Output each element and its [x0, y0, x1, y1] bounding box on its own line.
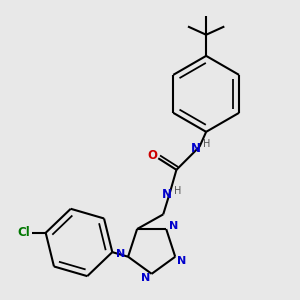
Text: O: O: [147, 149, 157, 162]
Text: Cl: Cl: [17, 226, 30, 239]
Text: N: N: [169, 221, 178, 231]
Text: N: N: [161, 188, 172, 201]
Text: N: N: [176, 256, 186, 266]
Text: N: N: [190, 142, 201, 155]
Text: N: N: [116, 249, 125, 259]
Text: H: H: [203, 139, 211, 149]
Text: H: H: [174, 186, 182, 196]
Text: N: N: [141, 274, 150, 284]
